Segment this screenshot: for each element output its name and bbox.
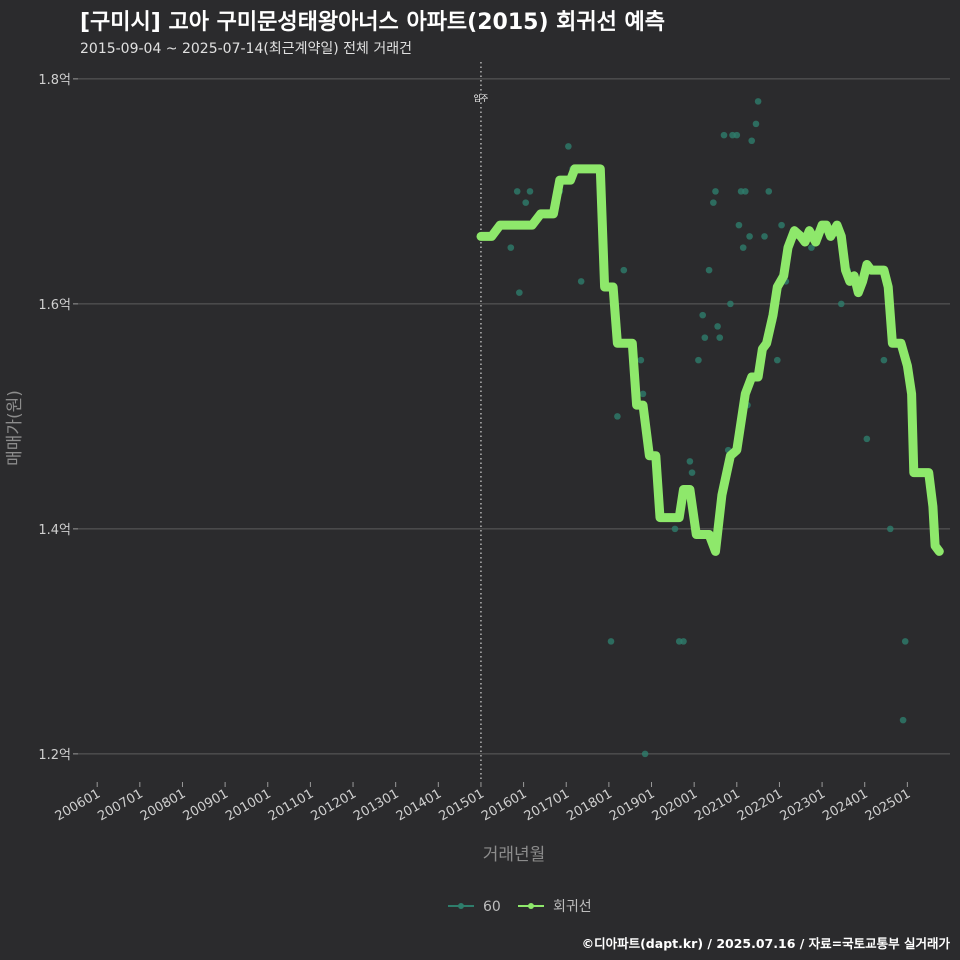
data-point [863, 435, 871, 443]
data-point [680, 638, 687, 645]
x-tick-label: 202201 [735, 786, 785, 824]
x-tick-label: 202501 [863, 786, 913, 824]
move-in-label: 입주 [474, 94, 489, 103]
data-point [607, 638, 615, 645]
data-point [688, 469, 696, 476]
data-point [614, 413, 621, 420]
data-point [710, 199, 717, 206]
data-point [507, 244, 515, 251]
y-tick-label: 1.2억 [38, 748, 71, 763]
data-point [739, 244, 747, 251]
x-tick-label: 202101 [692, 786, 742, 824]
x-tick-label: 202301 [778, 786, 828, 824]
transaction-points [507, 98, 909, 758]
data-point [774, 356, 781, 364]
move-in-marker: 입주 [474, 62, 489, 782]
x-tick-label: 201601 [479, 786, 529, 824]
data-point [522, 199, 530, 206]
data-point [639, 390, 647, 398]
data-point [778, 221, 785, 229]
data-point [577, 278, 585, 285]
x-tick-label: 201901 [607, 786, 657, 824]
x-tick-label: 201201 [309, 786, 359, 824]
regression-line [476, 164, 944, 556]
grid-lines [78, 78, 950, 755]
x-tick-label: 200601 [53, 786, 103, 824]
x-tick-label: 200801 [138, 786, 188, 824]
x-tick-label: 201701 [522, 786, 572, 824]
data-point [565, 143, 572, 150]
data-point [808, 244, 815, 251]
y-axis-ticks: 1.2억 1.4억 1.6억 1.8억 [38, 73, 78, 763]
data-point [746, 233, 753, 240]
data-point [887, 525, 894, 533]
data-point [686, 458, 694, 465]
chart-caption: ©디아파트(dapt.kr) / 2025.07.16 / 자료=국토교통부 실… [581, 936, 950, 951]
x-axis-ticks: 2006012007012008012009012010012011012012… [53, 782, 913, 824]
data-point [720, 131, 728, 139]
data-point [733, 131, 741, 139]
y-tick-label: 1.4억 [38, 523, 71, 538]
data-point [620, 266, 628, 274]
data-point [765, 188, 773, 195]
chart-title: [구미시] 고아 구미문성태왕아너스 아파트(2015) 회귀선 예측 [80, 10, 666, 35]
data-point [714, 323, 721, 330]
data-point [637, 356, 645, 364]
data-point [880, 356, 888, 364]
data-point [699, 311, 706, 319]
regression-line-group [476, 164, 944, 556]
data-point [742, 188, 749, 195]
data-point [752, 120, 760, 128]
data-point [695, 356, 702, 364]
x-tick-label: 201401 [394, 786, 444, 824]
data-point [727, 300, 734, 308]
data-point [754, 98, 762, 105]
data-point [526, 188, 534, 195]
x-axis-title: 거래년월 [483, 845, 546, 865]
data-point [671, 525, 679, 533]
data-point [837, 300, 845, 308]
data-point [701, 334, 709, 341]
y-tick-label: 1.6억 [38, 298, 71, 313]
x-tick-label: 201101 [266, 786, 316, 824]
chart-subtitle: 2015-09-04 ~ 2025-07-14(최근계약일) 전체 거래건 [80, 41, 412, 57]
x-tick-label: 202401 [820, 786, 870, 824]
x-tick-label: 201801 [564, 786, 614, 824]
data-point [712, 188, 719, 195]
x-tick-label: 201501 [436, 786, 486, 824]
data-point [761, 233, 768, 240]
x-tick-label: 200901 [181, 786, 231, 824]
x-tick-label: 201301 [351, 786, 401, 824]
data-point [901, 638, 909, 645]
legend-key-dot [528, 903, 534, 909]
legend: 60 회귀선 [448, 899, 592, 915]
x-tick-label: 202001 [650, 786, 700, 824]
x-tick-label: 201001 [223, 786, 273, 824]
legend-key-dot [458, 903, 464, 909]
x-tick-label: 200701 [95, 786, 145, 824]
y-axis-title: 매매가(원) [5, 390, 25, 466]
legend-label: 60 [483, 899, 501, 915]
data-point [513, 188, 521, 195]
data-point [516, 289, 523, 296]
data-point [641, 750, 649, 758]
data-point [748, 137, 756, 145]
y-tick-label: 1.8억 [38, 73, 71, 88]
data-point [716, 334, 724, 341]
legend-label: 회귀선 [553, 899, 592, 915]
data-point [735, 221, 743, 229]
data-point [899, 716, 907, 724]
data-point [705, 266, 713, 274]
